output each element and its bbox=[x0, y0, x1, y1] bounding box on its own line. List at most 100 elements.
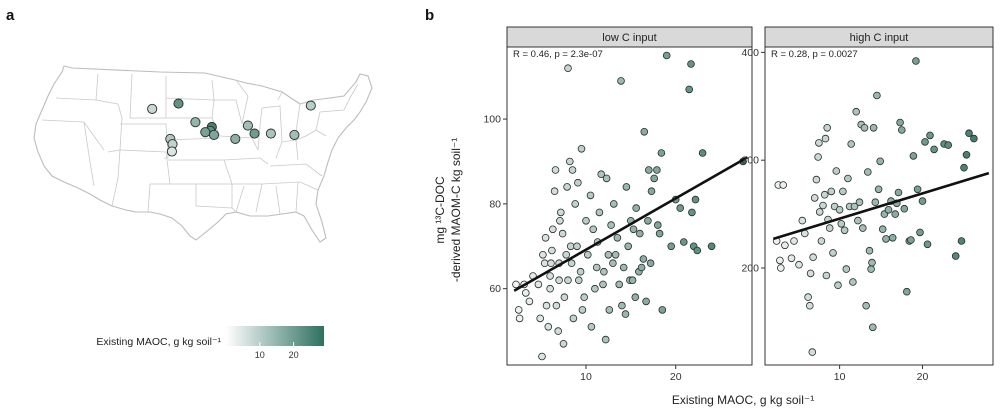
data-point bbox=[960, 163, 968, 172]
data-point bbox=[860, 124, 869, 132]
data-point bbox=[687, 60, 695, 68]
data-point bbox=[564, 276, 572, 285]
site-marker bbox=[230, 133, 241, 144]
panel-b-chart: b mg ¹³C-DOC -derived MAOM-C kg soil⁻¹ E… bbox=[425, 7, 994, 407]
data-point bbox=[918, 197, 927, 205]
data-point bbox=[957, 237, 966, 245]
data-point bbox=[795, 260, 803, 269]
data-point bbox=[812, 175, 821, 184]
data-point bbox=[548, 246, 556, 255]
data-point bbox=[810, 194, 819, 202]
data-point bbox=[587, 322, 596, 331]
data-point bbox=[550, 187, 559, 196]
data-point bbox=[814, 153, 822, 161]
x-tick-label: 20 bbox=[670, 371, 682, 383]
data-point bbox=[635, 229, 644, 238]
x-tick-label: 10 bbox=[580, 371, 592, 383]
legend-tick-label: 10 bbox=[255, 350, 265, 360]
data-point bbox=[809, 253, 817, 262]
data-point bbox=[586, 191, 595, 200]
data-point bbox=[607, 221, 615, 229]
data-point bbox=[609, 200, 618, 208]
data-point bbox=[876, 157, 884, 166]
data-point bbox=[852, 107, 860, 116]
data-point bbox=[970, 134, 978, 143]
data-point bbox=[536, 314, 544, 323]
data-point bbox=[930, 145, 938, 154]
data-point bbox=[891, 210, 899, 218]
data-point bbox=[547, 259, 555, 268]
data-point bbox=[850, 202, 859, 211]
data-point bbox=[640, 128, 649, 136]
data-point bbox=[667, 242, 675, 251]
data-point bbox=[650, 174, 658, 183]
site-marker bbox=[289, 129, 300, 140]
data-point bbox=[644, 217, 652, 225]
data-point bbox=[538, 352, 546, 361]
data-point bbox=[962, 151, 971, 159]
data-point bbox=[576, 267, 585, 276]
data-point bbox=[829, 249, 837, 257]
data-point bbox=[815, 208, 824, 216]
data-point bbox=[662, 51, 671, 60]
y-tick-label: 400 bbox=[741, 47, 759, 59]
data-point bbox=[600, 267, 608, 276]
data-point bbox=[618, 301, 626, 310]
data-point bbox=[805, 301, 814, 310]
site-marker bbox=[265, 128, 276, 139]
data-point bbox=[693, 246, 702, 255]
y-axis-title-line2: -derived MAOM-C kg soil⁻¹ bbox=[449, 138, 463, 282]
data-point bbox=[521, 289, 530, 297]
data-point bbox=[559, 339, 568, 348]
data-point bbox=[790, 237, 798, 245]
data-point bbox=[825, 224, 834, 232]
site-marker bbox=[190, 117, 201, 128]
data-point bbox=[632, 204, 640, 212]
facet-low-c-input: low C input 60 80 100 10 20 R = 0.46, p = 2.3e… bbox=[483, 26, 753, 383]
data-point bbox=[707, 242, 716, 251]
data-point bbox=[868, 258, 876, 267]
x-tick-label: 20 bbox=[917, 371, 929, 383]
data-point bbox=[676, 204, 684, 212]
y-tick-label: 300 bbox=[741, 155, 759, 167]
legend-ticks: 10 20 bbox=[255, 342, 299, 360]
data-point bbox=[568, 166, 577, 174]
data-point bbox=[849, 278, 857, 286]
data-point bbox=[615, 280, 623, 289]
data-point bbox=[815, 139, 823, 147]
data-point bbox=[916, 228, 924, 237]
data-point bbox=[644, 166, 653, 174]
data-point bbox=[776, 256, 784, 265]
data-point bbox=[571, 200, 579, 208]
y-tick-label: 60 bbox=[489, 283, 501, 295]
data-point bbox=[558, 229, 567, 238]
site-marker bbox=[242, 120, 253, 131]
facets: low C input 60 80 100 10 20 R = 0.46, p = 2.3e… bbox=[483, 26, 994, 383]
data-point bbox=[597, 170, 605, 179]
data-point bbox=[624, 242, 632, 251]
data-point bbox=[613, 234, 622, 242]
data-point bbox=[869, 124, 878, 132]
data-point bbox=[827, 187, 836, 196]
data-point bbox=[871, 198, 880, 207]
data-point bbox=[821, 134, 830, 143]
data-point bbox=[621, 310, 630, 318]
data-point bbox=[806, 269, 815, 278]
data-point bbox=[565, 157, 574, 166]
data-point bbox=[589, 225, 597, 234]
data-point bbox=[847, 140, 855, 148]
data-point bbox=[629, 225, 638, 234]
data-point bbox=[888, 234, 897, 242]
data-point bbox=[698, 149, 707, 157]
data-point bbox=[631, 293, 640, 302]
x-axis-title: Existing MAOC, g kg soil⁻¹ bbox=[672, 393, 814, 407]
data-point bbox=[855, 198, 864, 207]
data-point bbox=[567, 259, 576, 268]
y-axis-title-line1: mg ¹³C-DOC bbox=[433, 176, 447, 244]
data-point bbox=[601, 335, 610, 344]
site-marker bbox=[249, 128, 260, 139]
data-point bbox=[878, 225, 887, 234]
data-point bbox=[653, 166, 661, 174]
data-point bbox=[923, 240, 932, 249]
data-point bbox=[617, 77, 625, 85]
